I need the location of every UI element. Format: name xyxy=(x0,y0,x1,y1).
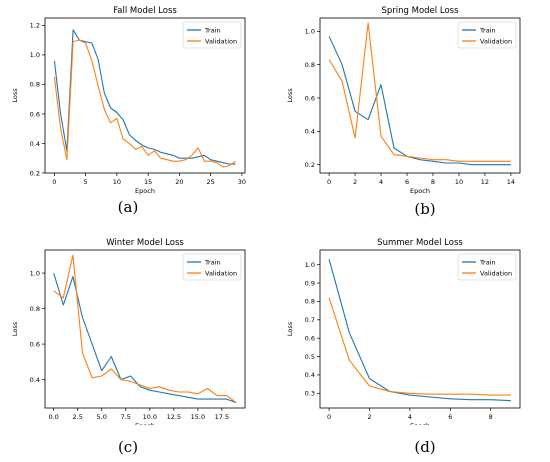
legend-label: Validation xyxy=(205,269,237,277)
x-tick-label: 5 xyxy=(84,178,88,186)
caption-b: (b) xyxy=(414,200,436,218)
y-tick-label: 0.7 xyxy=(305,316,315,324)
y-tick-label: 0.3 xyxy=(305,390,315,398)
chart-fall: Fall Model Loss 0 5 10 15 20 25 30 0.2 0.4 0.6 0.8 1… xyxy=(11,6,246,195)
chart-summer: Summer Model Loss 0 2 4 6 8 0.3 0.4 0.5 0.6 0.7 0.8… xyxy=(286,238,521,425)
chart-winter: Winter Model Loss 0.0 2.5 5.0 7.5 10.0 12.5 15.… xyxy=(11,238,246,425)
y-tick-label: 0.8 xyxy=(30,81,40,89)
chart-spring: Spring Model Loss 0 2 4 6 8 10 12 14 0.2 0.4 0.6 0.8… xyxy=(286,6,521,195)
legend-label: Train xyxy=(204,258,221,266)
y-tick-label: 1.0 xyxy=(305,261,315,269)
legend: Train Validation xyxy=(182,21,242,49)
series-line-train xyxy=(53,29,236,165)
x-tick-label: 20 xyxy=(175,178,183,186)
legend-label: Validation xyxy=(480,269,512,277)
y-axis-label: Loss xyxy=(11,321,19,336)
y-tick-label: 0.2 xyxy=(30,169,40,177)
y-tick-label: 0.8 xyxy=(30,305,40,313)
y-tick-label: 1.0 xyxy=(30,269,40,277)
x-tick-label: 6 xyxy=(405,178,409,186)
y-tick-label: 0.4 xyxy=(30,376,40,384)
x-tick-label: 0 xyxy=(327,178,331,186)
y-tick-label: 0.6 xyxy=(305,334,315,342)
legend: Train Validation xyxy=(182,253,242,281)
x-tick-label: 8 xyxy=(489,413,493,421)
plot-frame xyxy=(319,249,521,409)
y-tick-label: 0.4 xyxy=(305,128,315,136)
legend-label: Validation xyxy=(480,37,512,45)
series-line-train xyxy=(328,259,511,402)
plot-frame xyxy=(319,17,521,174)
y-tick-label: 1.0 xyxy=(305,28,315,36)
x-tick-label: 14 xyxy=(507,178,515,186)
caption-c: (c) xyxy=(117,438,139,456)
legend: Train Validation xyxy=(457,21,517,49)
x-tick-label: 6 xyxy=(448,413,452,421)
x-tick-label: 0 xyxy=(327,413,331,421)
plot-frame xyxy=(44,17,246,174)
x-axis-label: Epoch xyxy=(410,422,430,425)
series-line-train xyxy=(328,36,511,166)
series-line-validation xyxy=(328,22,511,162)
y-axis-label: Loss xyxy=(286,321,294,336)
caption-a: (a) xyxy=(117,198,139,216)
x-tick-label: 10 xyxy=(113,178,121,186)
caption-d: (d) xyxy=(414,438,436,456)
x-tick-label: 7.5 xyxy=(121,413,131,421)
x-tick-label: 30 xyxy=(238,178,246,186)
x-tick-label: 5.0 xyxy=(97,413,107,421)
legend-label: Train xyxy=(204,26,221,34)
x-tick-label: 15.0 xyxy=(191,413,205,421)
y-tick-label: 1.0 xyxy=(30,51,40,59)
x-axis-label: Epoch xyxy=(135,187,155,195)
x-axis-label: Epoch xyxy=(410,187,430,195)
x-tick-label: 17.5 xyxy=(215,413,229,421)
y-tick-label: 0.8 xyxy=(305,298,315,306)
x-axis-label: Epoch xyxy=(135,422,155,425)
y-tick-label: 1.2 xyxy=(30,22,40,30)
chart-title: Summer Model Loss xyxy=(377,238,463,248)
y-tick-label: 0.4 xyxy=(30,140,40,148)
y-tick-label: 0.5 xyxy=(305,353,315,361)
series-line-validation xyxy=(53,254,237,404)
y-tick-label: 0.6 xyxy=(30,340,40,348)
x-tick-label: 25 xyxy=(206,178,214,186)
series-line-train xyxy=(53,272,237,404)
x-tick-label: 4 xyxy=(408,413,412,421)
y-axis-label: Loss xyxy=(286,88,294,103)
legend-label: Train xyxy=(479,258,496,266)
x-tick-label: 12.5 xyxy=(167,413,181,421)
legend: Train Validation xyxy=(457,253,517,281)
x-tick-label: 2 xyxy=(353,178,357,186)
chart-title: Fall Model Loss xyxy=(113,6,177,16)
y-tick-label: 0.6 xyxy=(305,94,315,102)
legend-label: Validation xyxy=(205,37,237,45)
y-tick-label: 0.2 xyxy=(305,161,315,169)
y-tick-label: 0.4 xyxy=(305,371,315,379)
chart-title: Winter Model Loss xyxy=(106,238,184,248)
series-line-validation xyxy=(53,39,236,168)
x-tick-label: 0.0 xyxy=(48,413,58,421)
y-axis-label: Loss xyxy=(11,88,19,103)
y-tick-label: 0.6 xyxy=(30,110,40,118)
legend-label: Train xyxy=(479,26,496,34)
x-tick-label: 8 xyxy=(431,178,435,186)
x-tick-label: 12 xyxy=(481,178,489,186)
series-line-validation xyxy=(328,297,511,396)
x-tick-label: 2 xyxy=(367,413,371,421)
x-tick-label: 10.0 xyxy=(143,413,157,421)
x-tick-label: 2.5 xyxy=(73,413,83,421)
y-tick-label: 0.8 xyxy=(305,61,315,69)
chart-title: Spring Model Loss xyxy=(382,6,460,16)
x-tick-label: 10 xyxy=(455,178,463,186)
x-tick-label: 15 xyxy=(144,178,152,186)
x-tick-label: 4 xyxy=(379,178,383,186)
y-tick-label: 0.9 xyxy=(305,279,315,287)
x-tick-label: 0 xyxy=(52,178,56,186)
plot-frame xyxy=(44,249,246,409)
